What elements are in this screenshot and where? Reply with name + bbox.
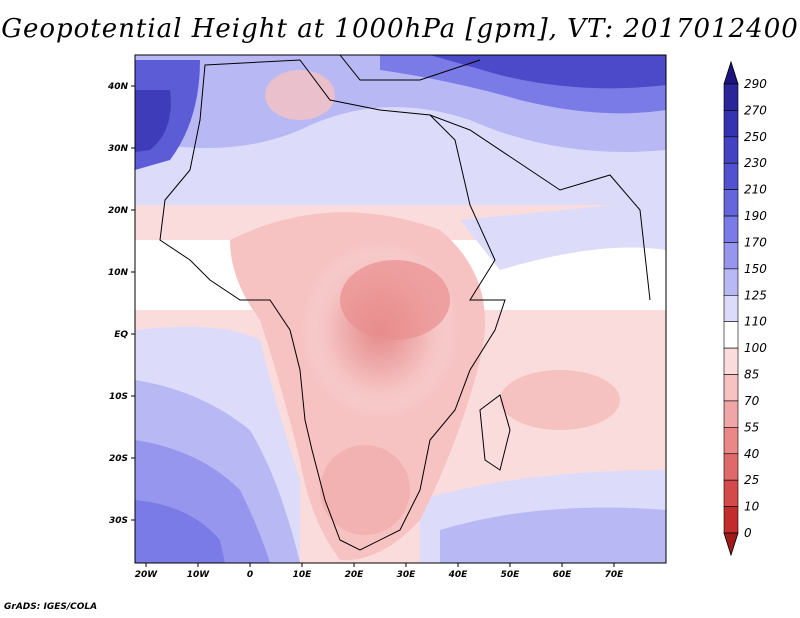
colorbar-label: 25	[744, 473, 759, 487]
colorbar-label: 290	[744, 77, 767, 91]
svg-text:40E: 40E	[448, 570, 469, 580]
colorbar-segment	[723, 347, 739, 375]
y-axis: 40N 30N 20N 10N EQ 10S 20S 30S	[107, 82, 135, 526]
svg-text:20W: 20W	[135, 570, 159, 580]
x-tick: 50E	[501, 563, 521, 580]
colorbar-segment	[723, 110, 739, 138]
svg-text:40N: 40N	[107, 82, 129, 92]
x-tick: 20E	[345, 563, 365, 580]
colorbar-label: 150	[744, 262, 767, 276]
colorbar-segment	[723, 321, 739, 349]
colorbar-segment	[723, 162, 739, 190]
colorbar-label: 55	[744, 420, 759, 434]
x-tick: 0	[247, 563, 253, 580]
colorbar-label: 170	[744, 235, 767, 249]
colorbar-segment	[723, 400, 739, 428]
colorbar-label: 250	[744, 130, 767, 144]
svg-text:20N: 20N	[108, 206, 129, 216]
x-tick: 10W	[187, 563, 211, 580]
svg-text:30N: 30N	[108, 144, 129, 154]
colorbar-segment	[723, 268, 739, 296]
x-axis: 20W 10W 0 10E 20E 30E 40E 50E 60E 70E	[135, 563, 624, 580]
colorbar-segment	[723, 136, 739, 164]
colorbar-segment	[723, 60, 739, 85]
svg-text:20E: 20E	[345, 570, 365, 580]
svg-text:0: 0	[247, 570, 253, 580]
x-tick: 40E	[448, 563, 469, 580]
colorbar-label: 85	[744, 368, 759, 382]
y-tick: 20N	[108, 206, 135, 216]
colorbar-segment	[723, 374, 739, 402]
colorbar-label: 40	[744, 447, 760, 461]
svg-text:10N: 10N	[108, 268, 129, 278]
colorbar-label: 70	[744, 394, 760, 408]
y-tick: 40N	[107, 82, 135, 92]
coastlines	[159, 55, 651, 551]
x-tick: 10E	[293, 563, 313, 580]
colorbar-label: 270	[744, 103, 767, 117]
svg-text:10W: 10W	[187, 570, 211, 580]
grads-credit: GrADS: IGES/COLA	[4, 602, 98, 612]
y-tick: 30N	[108, 144, 135, 154]
colorbar-segment	[723, 83, 739, 111]
x-tick: 60E	[553, 563, 573, 580]
svg-text:EQ: EQ	[114, 330, 128, 340]
colorbar-segment	[723, 215, 739, 243]
x-tick: 20W	[135, 563, 159, 580]
colorbar-segment	[723, 189, 739, 217]
colorbar: 2902702502302101901701501251101008570554…	[723, 60, 767, 557]
colorbar-segment	[723, 506, 739, 534]
svg-text:10E: 10E	[293, 570, 313, 580]
y-tick: 10N	[108, 268, 135, 278]
svg-text:20S: 20S	[109, 454, 128, 464]
colorbar-label: 190	[744, 209, 767, 223]
x-tick: 30E	[397, 563, 417, 580]
colorbar-segment	[723, 453, 739, 481]
y-tick: EQ	[114, 330, 135, 340]
colorbar-segment	[723, 242, 739, 270]
svg-text:10S: 10S	[109, 392, 128, 402]
svg-text:30E: 30E	[397, 570, 417, 580]
colorbar-segment	[723, 532, 739, 557]
colorbar-label: 125	[744, 288, 767, 302]
svg-text:50E: 50E	[501, 570, 521, 580]
colorbar-segment	[723, 294, 739, 323]
svg-text:60E: 60E	[553, 570, 573, 580]
y-tick: 20S	[109, 454, 135, 464]
colorbar-label: 0	[744, 526, 752, 540]
svg-text:30S: 30S	[109, 516, 128, 526]
colorbar-segment	[723, 479, 739, 507]
colorbar-label: 110	[744, 315, 767, 329]
y-tick: 10S	[109, 392, 135, 402]
y-tick: 30S	[109, 516, 135, 526]
colorbar-label: 10	[744, 500, 760, 514]
height-field	[135, 55, 666, 563]
colorbar-label: 100	[744, 341, 767, 355]
colorbar-label: 210	[744, 183, 767, 197]
colorbar-label: 230	[744, 156, 767, 170]
x-tick: 70E	[605, 563, 625, 580]
colorbar-segment	[723, 427, 739, 455]
map-frame	[134, 54, 667, 564]
svg-text:70E: 70E	[605, 570, 625, 580]
map-title: Geopotential Height at 1000hPa [gpm], VT…	[1, 14, 799, 44]
